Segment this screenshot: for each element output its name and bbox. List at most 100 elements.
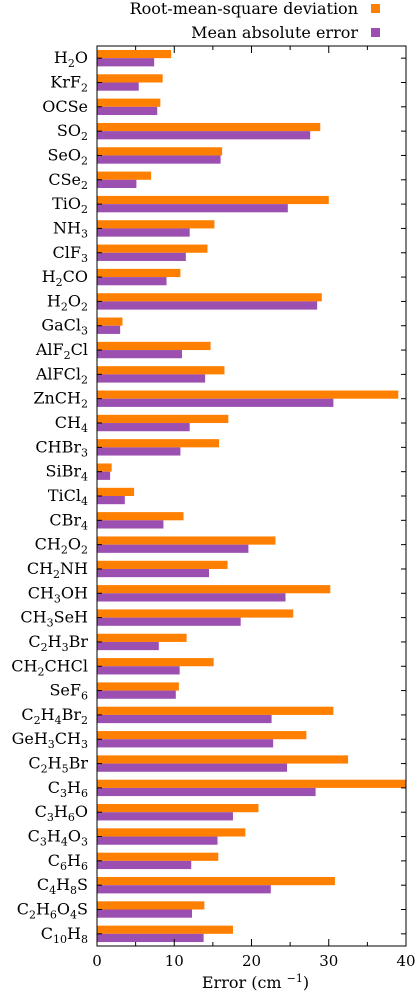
y-tick-label-30: C3H6 bbox=[48, 778, 88, 800]
bar-mae-36 bbox=[97, 933, 204, 943]
bar-mae-30 bbox=[97, 787, 316, 797]
bar-mae-22 bbox=[97, 593, 286, 602]
bar-rmsd-26 bbox=[97, 682, 179, 691]
bar-rmsd-29 bbox=[97, 755, 349, 764]
bar-rmsd-0 bbox=[97, 49, 172, 59]
y-tick-label-26: SeF6 bbox=[49, 681, 88, 703]
y-tick-label-7: NH3 bbox=[53, 218, 88, 240]
x-axis-label: Error (cm −1) bbox=[202, 972, 309, 992]
bar-rmsd-3 bbox=[97, 122, 321, 132]
x-tick-label-3: 30 bbox=[319, 952, 338, 970]
bar-mae-24 bbox=[97, 641, 159, 651]
bar-mae-28 bbox=[97, 739, 274, 748]
y-tick-label-35: C2H6O4S bbox=[17, 900, 88, 922]
bar-rmsd-16 bbox=[97, 439, 220, 448]
bar-rmsd-30 bbox=[97, 779, 406, 788]
bar-mae-23 bbox=[97, 617, 241, 626]
y-tick-label-29: C2H5Br bbox=[28, 754, 88, 776]
y-tick-label-9: H2CO bbox=[42, 267, 88, 289]
bar-rmsd-4 bbox=[97, 147, 223, 156]
y-tick-label-2: OCSe bbox=[42, 97, 88, 116]
y-tick-label-23: CH3SeH bbox=[20, 608, 88, 630]
bar-mae-2 bbox=[97, 106, 158, 116]
bar-mae-3 bbox=[97, 131, 311, 140]
bar-rmsd-27 bbox=[97, 706, 334, 715]
bar-mae-29 bbox=[97, 763, 288, 772]
bar-rmsd-14 bbox=[97, 390, 399, 399]
bar-rmsd-31 bbox=[97, 804, 259, 813]
bar-rmsd-17 bbox=[97, 463, 112, 472]
y-tick-label-17: SiBr4 bbox=[46, 462, 88, 484]
bar-mae-26 bbox=[97, 690, 176, 699]
bar-mae-12 bbox=[97, 350, 182, 359]
bar-mae-4 bbox=[97, 155, 221, 164]
y-tick-label-20: CH2O2 bbox=[35, 535, 88, 557]
y-tick-label-13: AlFCl2 bbox=[35, 364, 88, 386]
bar-mae-9 bbox=[97, 277, 167, 286]
bar-rmsd-2 bbox=[97, 98, 161, 107]
legend: Root-mean-square deviation Mean absolute … bbox=[130, 0, 380, 42]
y-tick-label-22: CH3OH bbox=[28, 583, 88, 605]
bar-rmsd-34 bbox=[97, 876, 335, 886]
bar-rmsd-35 bbox=[97, 901, 205, 910]
bar-rmsd-13 bbox=[97, 366, 225, 375]
bar-rmsd-23 bbox=[97, 609, 294, 618]
bar-rmsd-12 bbox=[97, 341, 211, 351]
x-axis: 0 10 20 30 40 bbox=[92, 46, 416, 970]
y-tick-label-6: TiO2 bbox=[52, 194, 88, 216]
bar-mae-33 bbox=[97, 860, 192, 870]
y-tick-label-24: C2H3Br bbox=[28, 632, 88, 654]
bar-mae-6 bbox=[97, 204, 288, 213]
bar-mae-5 bbox=[97, 179, 137, 188]
legend-swatch-0 bbox=[371, 4, 380, 13]
bar-mae-1 bbox=[97, 82, 139, 91]
bar-mae-13 bbox=[97, 374, 206, 383]
bar-mae-25 bbox=[97, 666, 180, 675]
bar-mae-27 bbox=[97, 714, 272, 724]
bar-rmsd-10 bbox=[97, 293, 322, 302]
bar-rmsd-20 bbox=[97, 536, 276, 545]
bar-mae-32 bbox=[97, 836, 218, 845]
bar-mae-34 bbox=[97, 885, 271, 894]
bar-rmsd-21 bbox=[97, 560, 228, 569]
y-tick-label-18: TiCl4 bbox=[48, 486, 88, 508]
x-tick-label-4: 40 bbox=[396, 952, 415, 970]
y-tick-label-25: CH2CHCl bbox=[11, 656, 88, 678]
bar-mae-18 bbox=[97, 496, 125, 505]
y-tick-label-11: GaCl3 bbox=[41, 316, 88, 338]
bar-rmsd-33 bbox=[97, 852, 219, 861]
x-tick-label-0: 0 bbox=[92, 952, 102, 970]
x-tick-label-2: 20 bbox=[242, 952, 261, 970]
bar-rmsd-1 bbox=[97, 74, 163, 83]
y-tick-label-19: CBr4 bbox=[49, 510, 88, 532]
bar-rmsd-9 bbox=[97, 268, 181, 278]
bar-mae-8 bbox=[97, 252, 186, 261]
bar-rmsd-19 bbox=[97, 512, 184, 521]
bars-group bbox=[97, 49, 406, 943]
bar-rmsd-11 bbox=[97, 317, 123, 326]
y-tick-label-36: C10H8 bbox=[41, 924, 88, 946]
y-tick-label-21: CH2NH bbox=[27, 559, 88, 581]
bar-rmsd-6 bbox=[97, 195, 329, 205]
bar-rmsd-28 bbox=[97, 731, 307, 740]
bar-mae-7 bbox=[97, 228, 190, 237]
bar-rmsd-36 bbox=[97, 925, 233, 934]
legend-swatch-1 bbox=[371, 28, 380, 37]
bar-rmsd-15 bbox=[97, 414, 229, 424]
y-tick-label-12: AlF2Cl bbox=[35, 340, 88, 362]
y-tick-label-15: CH4 bbox=[55, 413, 88, 435]
y-tick-label-5: CSe2 bbox=[48, 170, 88, 192]
bar-rmsd-24 bbox=[97, 633, 187, 642]
bar-mae-17 bbox=[97, 471, 111, 480]
bar-mae-14 bbox=[97, 398, 334, 407]
x-tick-label-1: 10 bbox=[165, 952, 184, 970]
bar-mae-19 bbox=[97, 520, 164, 529]
bar-rmsd-7 bbox=[97, 220, 215, 229]
y-tick-label-33: C6H6 bbox=[48, 851, 88, 873]
bar-mae-11 bbox=[97, 325, 121, 334]
y-tick-label-1: KrF2 bbox=[50, 72, 88, 94]
y-tick-label-34: C4H8S bbox=[37, 875, 88, 897]
bar-rmsd-32 bbox=[97, 828, 246, 837]
bar-mae-0 bbox=[97, 58, 155, 67]
